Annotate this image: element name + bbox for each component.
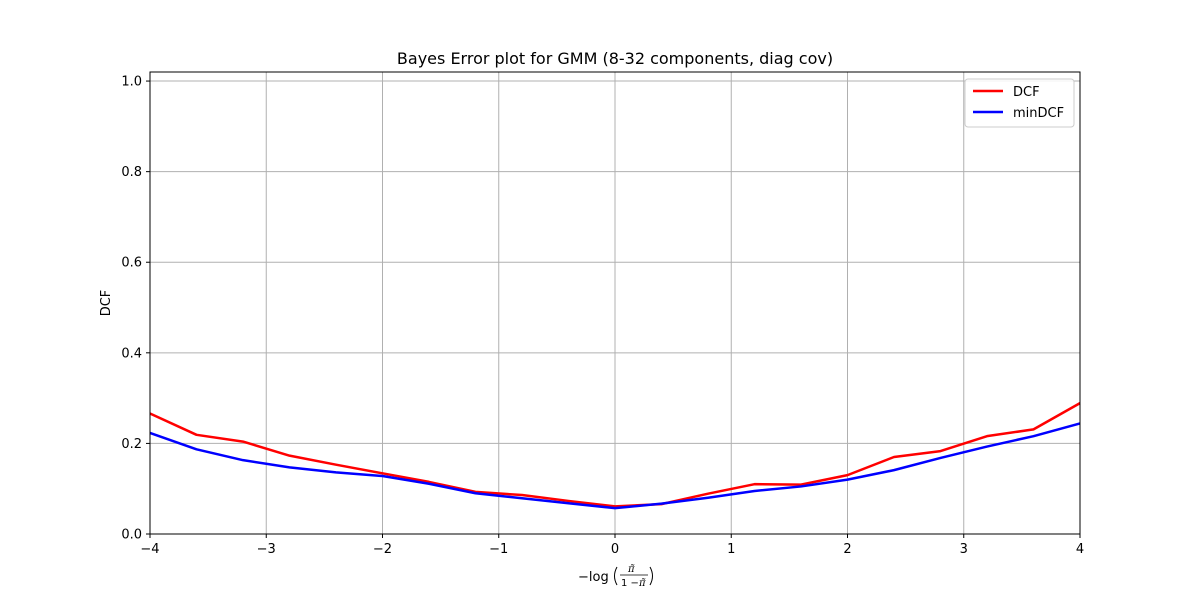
x-tick-label: −3	[257, 542, 276, 557]
series-lines	[149, 402, 1081, 510]
x-tick-label: −4	[140, 542, 159, 557]
legend-label-mindcf: minDCF	[1013, 106, 1064, 121]
x-tick-label: −2	[373, 542, 392, 557]
y-tick-label: 0.2	[121, 437, 142, 452]
svg-text:−log: −log	[578, 570, 609, 585]
y-axis: 0.0 0.2 0.4 0.6 0.8 1.0	[121, 75, 150, 543]
x-tick-label: 3	[960, 542, 968, 557]
x-tick-label: −1	[489, 542, 508, 557]
y-tick-label: 0.6	[121, 256, 142, 271]
series-line-mindcf	[149, 422, 1081, 510]
legend: DCF minDCF	[964, 78, 1075, 128]
svg-text:1 −: 1 −	[621, 578, 639, 589]
x-axis-label: −log π̃ 1 − π̃	[578, 564, 653, 589]
x-tick-label: 0	[611, 542, 619, 557]
svg-text:π̃: π̃	[627, 564, 635, 575]
series-line-dcf	[149, 402, 1081, 508]
svg-text:π̃: π̃	[638, 578, 646, 589]
chart-title: Bayes Error plot for GMM (8-32 component…	[397, 49, 833, 68]
y-tick-label: 0.0	[121, 528, 142, 543]
legend-label-dcf: DCF	[1013, 85, 1040, 100]
x-tick-label: 4	[1076, 542, 1084, 557]
y-tick-label: 1.0	[121, 75, 142, 90]
y-axis-label: DCF	[99, 290, 114, 317]
x-tick-label: 1	[727, 542, 735, 557]
y-tick-label: 0.8	[121, 165, 142, 180]
x-tick-label: 2	[843, 542, 851, 557]
x-axis: −4 −3 −2 −1 0 1 2 3 4	[140, 534, 1084, 557]
y-tick-label: 0.4	[121, 346, 142, 361]
